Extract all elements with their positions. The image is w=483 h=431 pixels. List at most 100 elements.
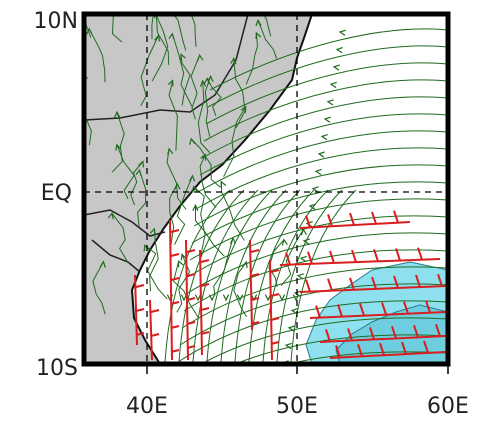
wind-barb <box>349 277 355 291</box>
wind-barb <box>373 248 379 262</box>
wind-barb <box>423 340 429 354</box>
streamline <box>168 80 178 151</box>
wind-barb <box>417 247 423 261</box>
streamline-arrow <box>197 53 204 61</box>
country-border <box>84 14 249 121</box>
wind-barb <box>371 276 377 290</box>
streamline-arrow <box>149 227 156 235</box>
streamline <box>206 189 273 363</box>
wind-barb <box>186 273 196 277</box>
shading-core <box>335 304 448 364</box>
streamline <box>203 79 448 142</box>
wind-barb <box>415 274 421 288</box>
wind-barb <box>369 327 375 340</box>
streamline-arrow <box>207 74 214 83</box>
wind-barb <box>395 248 401 261</box>
streamline-arrow <box>167 147 174 155</box>
streamline-arrow <box>180 294 188 302</box>
wind-barb <box>325 329 331 342</box>
wind-barb <box>150 333 160 337</box>
streamline-arrow <box>308 203 316 210</box>
streamline-arrow <box>255 31 262 39</box>
streamline-arrow <box>167 79 174 87</box>
streamline-arrow <box>281 238 288 246</box>
streamline <box>262 14 272 37</box>
streamline <box>111 213 129 264</box>
wind-vector <box>149 299 153 361</box>
streamline <box>151 14 155 40</box>
streamline <box>116 144 135 200</box>
wind-vector <box>329 351 447 359</box>
streamline <box>185 232 448 295</box>
streamline <box>197 130 448 193</box>
wind-vectors <box>134 210 447 361</box>
wind-barb <box>347 328 353 341</box>
wind-barb <box>186 249 196 253</box>
wind-vector <box>199 249 203 356</box>
wind-barb <box>349 212 355 226</box>
wind-barb <box>359 303 365 316</box>
streamline <box>88 28 106 83</box>
streamline-arrow <box>332 64 340 71</box>
streamline <box>151 14 169 82</box>
streamline-arrow <box>326 99 334 106</box>
streamline <box>171 33 193 107</box>
wind-vector <box>169 219 173 361</box>
streamline-arrow <box>236 294 244 302</box>
wind-barb <box>381 302 387 315</box>
wind-barb <box>170 229 180 233</box>
wind-vector <box>309 311 447 319</box>
streamline <box>280 229 304 286</box>
streamline-arrow <box>199 79 207 87</box>
streamline <box>257 20 278 59</box>
streamline-arrow <box>292 294 300 302</box>
streamline <box>233 261 248 318</box>
streamline <box>206 78 222 116</box>
streamline <box>111 14 123 43</box>
streamline <box>193 186 206 256</box>
map-frame <box>81 11 451 367</box>
wind-vector <box>299 221 411 229</box>
streamline <box>197 80 211 154</box>
streamline <box>84 111 92 146</box>
wind-barb <box>186 297 196 301</box>
streamline <box>130 161 144 206</box>
wind-barb <box>393 210 399 224</box>
wind-barb <box>200 259 210 263</box>
streamline-arrow <box>320 134 328 141</box>
wind-vector <box>279 258 441 266</box>
streamline <box>193 164 448 227</box>
wind-barb <box>250 273 260 277</box>
wind-barb <box>285 252 291 265</box>
streamline-arrow <box>180 53 186 61</box>
streamline-arrow <box>222 294 230 302</box>
streamline <box>233 58 246 128</box>
wind-barb <box>337 304 343 317</box>
streamline <box>164 189 231 363</box>
streamline-arrow <box>180 253 187 261</box>
streamline <box>207 45 448 108</box>
streamline-arrow <box>255 19 262 27</box>
streamline <box>149 228 159 292</box>
wind-barb <box>200 331 210 335</box>
streamline-arrow <box>115 143 122 151</box>
country-border <box>91 239 141 273</box>
streamline <box>166 148 187 210</box>
lon-label-50e: 50E <box>276 394 318 419</box>
streamline-arrow <box>302 238 310 245</box>
streamline-arrow <box>317 151 325 158</box>
wind-barb <box>329 250 335 264</box>
lat-label-10s: 10S <box>36 356 78 381</box>
wind-barb <box>135 308 145 312</box>
streamline <box>204 76 212 137</box>
streamline <box>201 96 448 159</box>
streamline-arrow <box>191 185 198 193</box>
streamline-arrow <box>208 294 216 302</box>
streamline-arrow <box>314 168 322 176</box>
wind-barb <box>403 301 409 315</box>
streamline-arrow <box>154 34 161 42</box>
wind-vector <box>249 239 253 331</box>
streamline-arrow <box>178 259 184 268</box>
streamline <box>195 205 225 257</box>
